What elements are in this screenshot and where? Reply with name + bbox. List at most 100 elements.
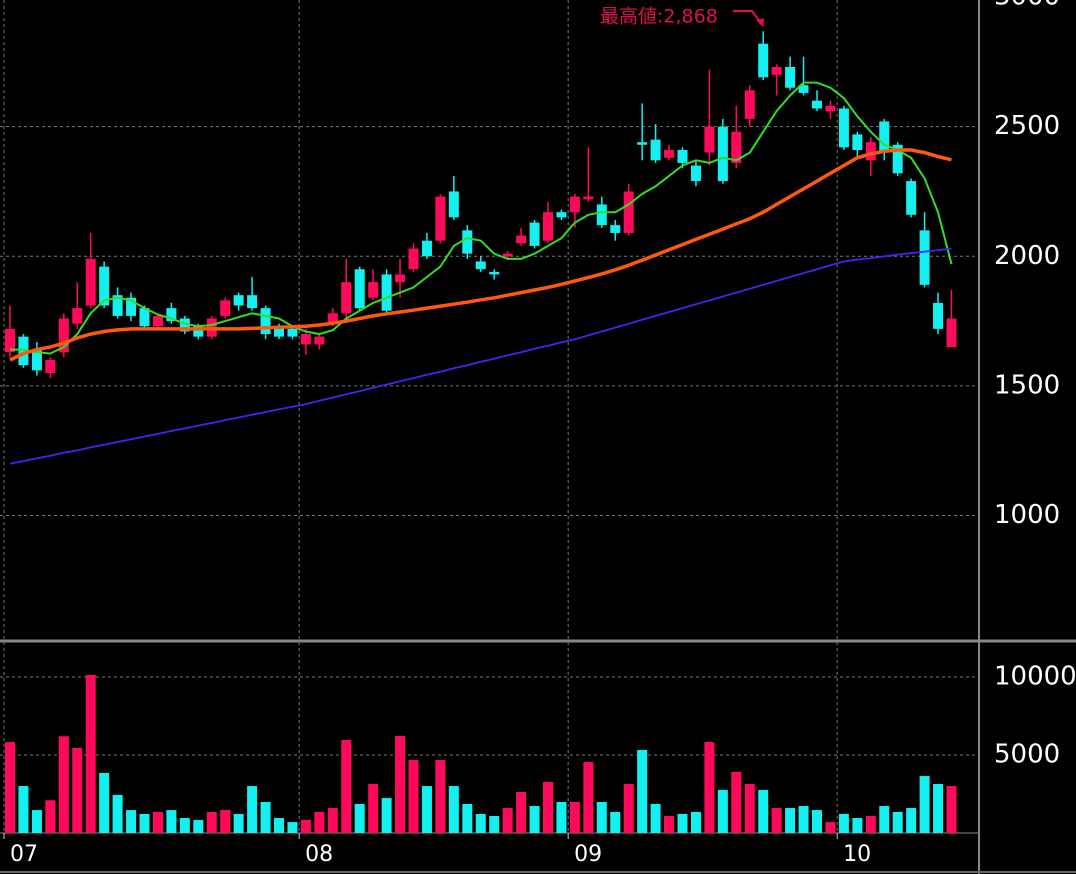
volume-bar bbox=[690, 811, 701, 833]
volume-bar bbox=[569, 801, 580, 833]
volume-bar bbox=[287, 822, 298, 833]
candle-body bbox=[112, 295, 123, 316]
volume-bar bbox=[919, 776, 930, 833]
volume-bar bbox=[395, 735, 406, 833]
volume-bar bbox=[247, 786, 258, 833]
ma-line bbox=[9, 247, 952, 465]
volume-bar bbox=[112, 794, 123, 833]
candle-body bbox=[139, 308, 150, 327]
volume-bar bbox=[448, 786, 459, 833]
volume-bar bbox=[865, 815, 876, 833]
candle-body bbox=[408, 248, 419, 270]
volume-bar bbox=[596, 801, 607, 833]
x-tick-label: 07 bbox=[10, 842, 38, 867]
volume-bar bbox=[623, 784, 634, 833]
candle-body bbox=[852, 134, 863, 150]
candle-body bbox=[489, 271, 500, 275]
candle-body bbox=[287, 328, 298, 337]
candle-body bbox=[704, 126, 715, 153]
candle-body bbox=[785, 67, 796, 88]
volume-bar bbox=[314, 811, 325, 833]
candle-body bbox=[381, 274, 392, 311]
candle-body bbox=[368, 282, 379, 298]
y-tick-label: 1500 bbox=[994, 370, 1060, 400]
candle-body bbox=[906, 181, 917, 215]
candle-body bbox=[677, 149, 688, 163]
annotation-arrowhead bbox=[756, 18, 765, 28]
volume-bar bbox=[58, 736, 69, 833]
candle-body bbox=[865, 142, 876, 161]
volume-bar bbox=[274, 818, 284, 833]
volume-bar bbox=[812, 810, 822, 833]
x-tick-label: 09 bbox=[574, 842, 602, 867]
volume-bar bbox=[354, 803, 365, 833]
volume-bar bbox=[852, 818, 863, 833]
volume-bar bbox=[5, 742, 15, 833]
volume-bar bbox=[838, 813, 849, 833]
x-tick-label: 08 bbox=[305, 842, 333, 867]
volume-bar bbox=[166, 810, 177, 833]
candle-body bbox=[354, 269, 365, 309]
volume-bar bbox=[664, 815, 675, 833]
candle-body bbox=[812, 100, 822, 109]
candle-body bbox=[543, 212, 553, 241]
volume-bar bbox=[798, 806, 809, 833]
volume-bar bbox=[126, 810, 137, 833]
candle-body bbox=[395, 274, 406, 283]
volume-bar bbox=[637, 750, 648, 833]
candle-body bbox=[758, 43, 769, 78]
volume-bar bbox=[744, 784, 755, 833]
candle-body bbox=[569, 196, 580, 213]
volume-bar bbox=[31, 810, 42, 833]
y-tick-label: 5000 bbox=[994, 740, 1060, 770]
candle-body bbox=[193, 326, 204, 337]
volume-bar bbox=[717, 789, 728, 833]
volume-bar bbox=[785, 808, 796, 833]
candle-body bbox=[475, 261, 486, 270]
candle-body bbox=[448, 191, 459, 218]
candle-body bbox=[623, 191, 634, 233]
candle-body bbox=[798, 85, 809, 93]
volume-bar bbox=[368, 784, 379, 833]
candle-body bbox=[152, 315, 163, 327]
candle-body bbox=[946, 318, 957, 348]
volume-bar bbox=[906, 808, 917, 833]
volume-bar bbox=[529, 806, 540, 833]
candle-body bbox=[462, 230, 473, 254]
candle-body bbox=[260, 308, 271, 335]
candle-body bbox=[179, 318, 190, 332]
candle-body bbox=[502, 253, 513, 257]
volume-bar bbox=[933, 784, 944, 833]
volume-bar bbox=[99, 772, 110, 833]
x-tick-label: 10 bbox=[843, 842, 871, 867]
candle-body bbox=[314, 336, 325, 345]
volume-bar bbox=[677, 813, 688, 833]
candle-body bbox=[690, 165, 701, 182]
candle-body bbox=[838, 108, 849, 148]
volume-bar bbox=[341, 740, 352, 833]
volume-bar bbox=[556, 801, 567, 833]
volume-bar bbox=[206, 811, 217, 833]
candle-body bbox=[556, 212, 567, 218]
volume-bar bbox=[879, 806, 890, 833]
volume-bar bbox=[731, 772, 742, 833]
candle-body bbox=[529, 222, 540, 246]
volume-bar bbox=[583, 762, 594, 833]
candle-body bbox=[717, 126, 728, 182]
candle-body bbox=[233, 295, 244, 306]
volume-bar bbox=[260, 801, 271, 833]
candle-body bbox=[435, 196, 446, 241]
candle-body bbox=[879, 121, 890, 153]
candle-body bbox=[58, 318, 69, 353]
ma-line bbox=[9, 148, 952, 362]
volume-bar bbox=[946, 786, 957, 833]
y-tick-label: 2500 bbox=[994, 111, 1060, 141]
annotation: 最高値:2,868 bbox=[600, 6, 718, 28]
candle-body bbox=[45, 359, 56, 373]
volume-bar bbox=[18, 786, 29, 833]
candle-body bbox=[650, 139, 661, 161]
y-tick-label: 1000 bbox=[994, 500, 1060, 530]
candle-body bbox=[5, 328, 15, 353]
